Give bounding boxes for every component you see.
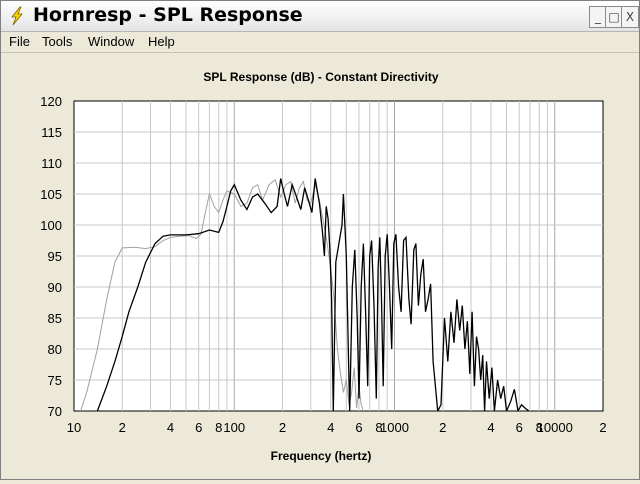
y-tick-label: 95 [48, 249, 62, 264]
menu-help[interactable]: Help [148, 34, 175, 49]
y-tick-label: 105 [40, 187, 62, 202]
spl-series-line [96, 178, 530, 411]
menu-file[interactable]: File [9, 34, 30, 49]
x-tick-label: 1000 [380, 420, 409, 435]
y-tick-label: 75 [48, 373, 62, 388]
x-tick-label: 2 [279, 420, 286, 435]
title-bar[interactable]: Hornresp - SPL Response _ □ X [1, 1, 639, 32]
y-tick-label: 80 [48, 342, 62, 357]
y-tick-label: 90 [48, 280, 62, 295]
grid-lines [74, 101, 603, 411]
y-tick-label: 110 [41, 156, 62, 171]
y-tick-label: 85 [48, 311, 62, 326]
x-tick-label: 4 [327, 420, 334, 435]
x-axis-label: Frequency (hertz) [271, 449, 372, 463]
chart-title: SPL Response (dB) - Constant Directivity [203, 70, 438, 84]
y-tick-label: 100 [40, 218, 62, 233]
x-tick-label: 4 [167, 420, 174, 435]
x-tick-label: 10 [67, 420, 81, 435]
y-tick-label: 70 [48, 404, 62, 419]
spl-chart: SPL Response (dB) - Constant Directivity… [40, 70, 607, 463]
x-tick-label: 6 [516, 420, 523, 435]
close-button[interactable]: X [621, 6, 639, 28]
y-tick-label: 120 [40, 94, 62, 109]
x-tick-label: 100 [223, 420, 245, 435]
window-title: Hornresp - SPL Response [33, 4, 303, 26]
x-tick-label: 2 [599, 420, 606, 435]
y-tick-label: 115 [41, 125, 62, 140]
x-tick-label: 2 [119, 420, 126, 435]
menu-bar: File Tools Window Help [1, 32, 639, 53]
x-tick-label: 6 [355, 420, 362, 435]
x-tick-label: 8 [215, 420, 222, 435]
x-tick-label: 10000 [537, 420, 573, 435]
series-group [80, 178, 530, 411]
x-tick-label: 8 [375, 420, 382, 435]
spl-reference-line [80, 178, 364, 411]
x-tick-label: 4 [487, 420, 494, 435]
x-tick-label: 2 [439, 420, 446, 435]
lightning-bolt-icon [11, 6, 23, 26]
x-tick-label: 6 [195, 420, 202, 435]
menu-window[interactable]: Window [88, 34, 135, 49]
x-tick-label: 8 [536, 420, 543, 435]
y-axis: 70 75 80 85 90 95 100 105 110 115 120 [40, 94, 62, 419]
menu-tools[interactable]: Tools [42, 34, 73, 49]
plot-panel: SPL Response (dB) - Constant Directivity… [1, 54, 639, 479]
